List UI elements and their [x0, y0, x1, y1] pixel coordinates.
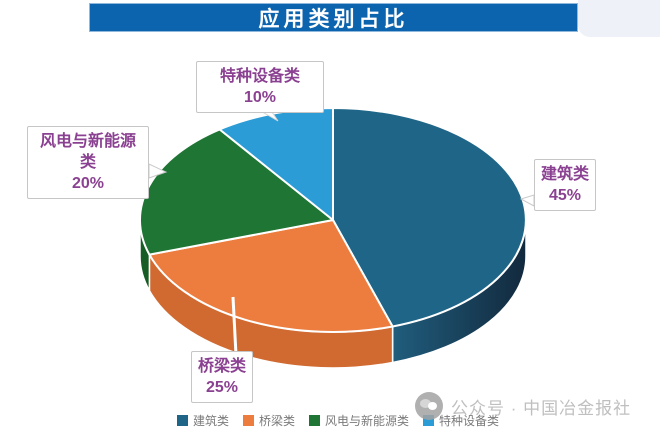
- pie-slice-0: [332, 107, 527, 328]
- pie-slice-2: [139, 128, 334, 256]
- legend-swatch-construction: [176, 415, 188, 426]
- callout-bridge-label: 桥梁类: [198, 358, 247, 375]
- callout-special-equipment-label: 特种设备类: [219, 68, 300, 85]
- callout-construction: 建筑类 45%: [534, 159, 596, 211]
- callout-bridge: 桥梁类 25%: [191, 351, 253, 403]
- callout-special-equipment: 特种设备类 10%: [196, 61, 324, 113]
- legend-swatch-special-equipment: [423, 415, 435, 426]
- leader-bridge: [231, 296, 238, 356]
- legend-swatch-wind-energy: [309, 415, 320, 426]
- callout-wind-energy-label: 风电与新能源类: [39, 133, 136, 171]
- watermark-text: 公众号 · 中国冶金报社: [451, 398, 632, 418]
- wechat-logo-icon: [415, 392, 443, 420]
- callout-wind-energy-value: 20%: [71, 175, 105, 192]
- legend: 建筑类 桥梁类 风电与新能源类 特种设备类: [8, 412, 660, 429]
- callout-wind-energy: 风电与新能源类 20%: [27, 126, 149, 199]
- legend-item-special-equipment: 特种设备类: [423, 412, 499, 429]
- callout-special-equipment-value: 10%: [243, 89, 277, 106]
- callout-construction-value: 45%: [548, 187, 582, 204]
- legend-swatch-bridge: [242, 415, 254, 426]
- chart-title: 应用类别占比: [258, 7, 409, 31]
- legend-item-bridge: 桥梁类: [242, 412, 295, 429]
- legend-item-wind-energy: 风电与新能源类: [309, 412, 409, 429]
- watermark: 公众号 · 中国冶金报社: [415, 392, 631, 420]
- callout-bridge-value: 25%: [205, 379, 239, 396]
- callout-construction-label: 建筑类: [541, 166, 590, 183]
- legend-label-special-equipment: 特种设备类: [439, 414, 500, 428]
- chart-title-bar: 应用类别占比: [89, 3, 578, 32]
- legend-item-construction: 建筑类: [176, 412, 229, 429]
- legend-label-wind-energy: 风电与新能源类: [325, 414, 410, 428]
- pie-slice-1: [148, 219, 394, 333]
- legend-label-construction: 建筑类: [192, 414, 229, 428]
- corner-panel: [578, 0, 660, 37]
- leader-wind: [148, 163, 168, 179]
- legend-label-bridge: 桥梁类: [258, 414, 295, 428]
